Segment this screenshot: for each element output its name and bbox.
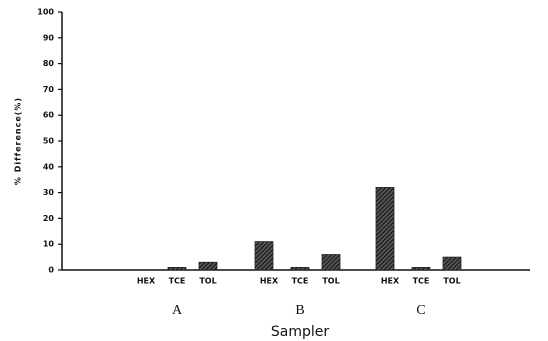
bar	[167, 267, 187, 271]
series-label: HEX	[381, 277, 400, 286]
bar	[375, 187, 395, 271]
bar	[290, 267, 310, 271]
bar	[254, 241, 274, 271]
y-tick-label: 50	[43, 137, 55, 146]
y-tick-label: 80	[43, 59, 55, 68]
x-tick-label: A	[172, 303, 183, 318]
y-tick-label: 40	[43, 162, 55, 171]
y-tick-label: 10	[43, 240, 55, 249]
y-tick-label: 70	[43, 85, 55, 94]
series-label: TOL	[199, 277, 216, 286]
bar	[411, 267, 431, 271]
y-axis-title: % Difference(%)	[14, 97, 23, 185]
series-label: TCE	[413, 277, 430, 286]
x-axis-title: Sampler	[271, 324, 329, 340]
y-tick-label: 90	[43, 33, 55, 42]
y-tick-label: 100	[37, 8, 54, 17]
x-tick-label: C	[416, 303, 425, 318]
bar	[198, 261, 218, 271]
series-label: HEX	[260, 277, 279, 286]
bar	[321, 254, 341, 271]
series-label: TCE	[169, 277, 186, 286]
series-label: TCE	[292, 277, 309, 286]
y-tick-label: 30	[43, 188, 55, 197]
y-tick-label: 60	[43, 111, 55, 120]
bar	[442, 256, 462, 271]
y-tick-label: 0	[48, 266, 54, 275]
x-tick-label: B	[295, 303, 304, 318]
series-label: TOL	[322, 277, 339, 286]
y-tick-label: 20	[43, 214, 55, 223]
axis-frame	[61, 12, 530, 271]
series-label: HEX	[137, 277, 156, 286]
series-label: TOL	[443, 277, 460, 286]
